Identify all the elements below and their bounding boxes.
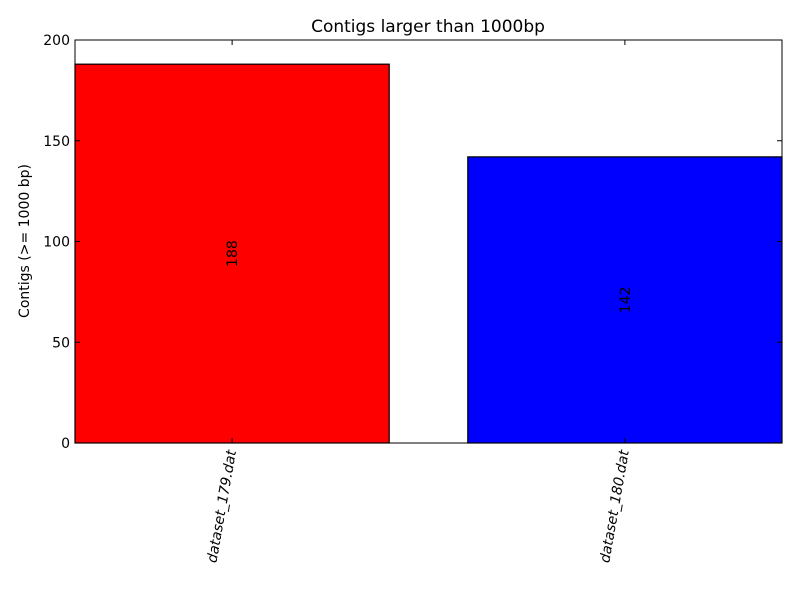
- y-tick-label-2: 50: [52, 335, 70, 351]
- y-tick-label-5: 200: [43, 33, 70, 49]
- x-tick-label-2: dataset_180.dat: [597, 448, 633, 564]
- data-label-1: 188: [225, 240, 241, 267]
- bar-2: [467, 156, 783, 444]
- y-tick-label-3: 100: [43, 235, 70, 251]
- y-tick-label-4: 150: [43, 134, 70, 150]
- chart-title: Contigs larger than 1000bp: [311, 17, 545, 37]
- y-axis-label: Contigs (>= 1000 bp): [17, 164, 33, 318]
- bar-1: [74, 63, 390, 444]
- x-tick-label-1: dataset_179.dat: [204, 448, 240, 564]
- plot-frame: [74, 39, 783, 444]
- y-tick-label-1: 0: [61, 436, 70, 452]
- data-label-2: 142: [618, 287, 634, 314]
- bars-layer: 188 142: [74, 63, 783, 444]
